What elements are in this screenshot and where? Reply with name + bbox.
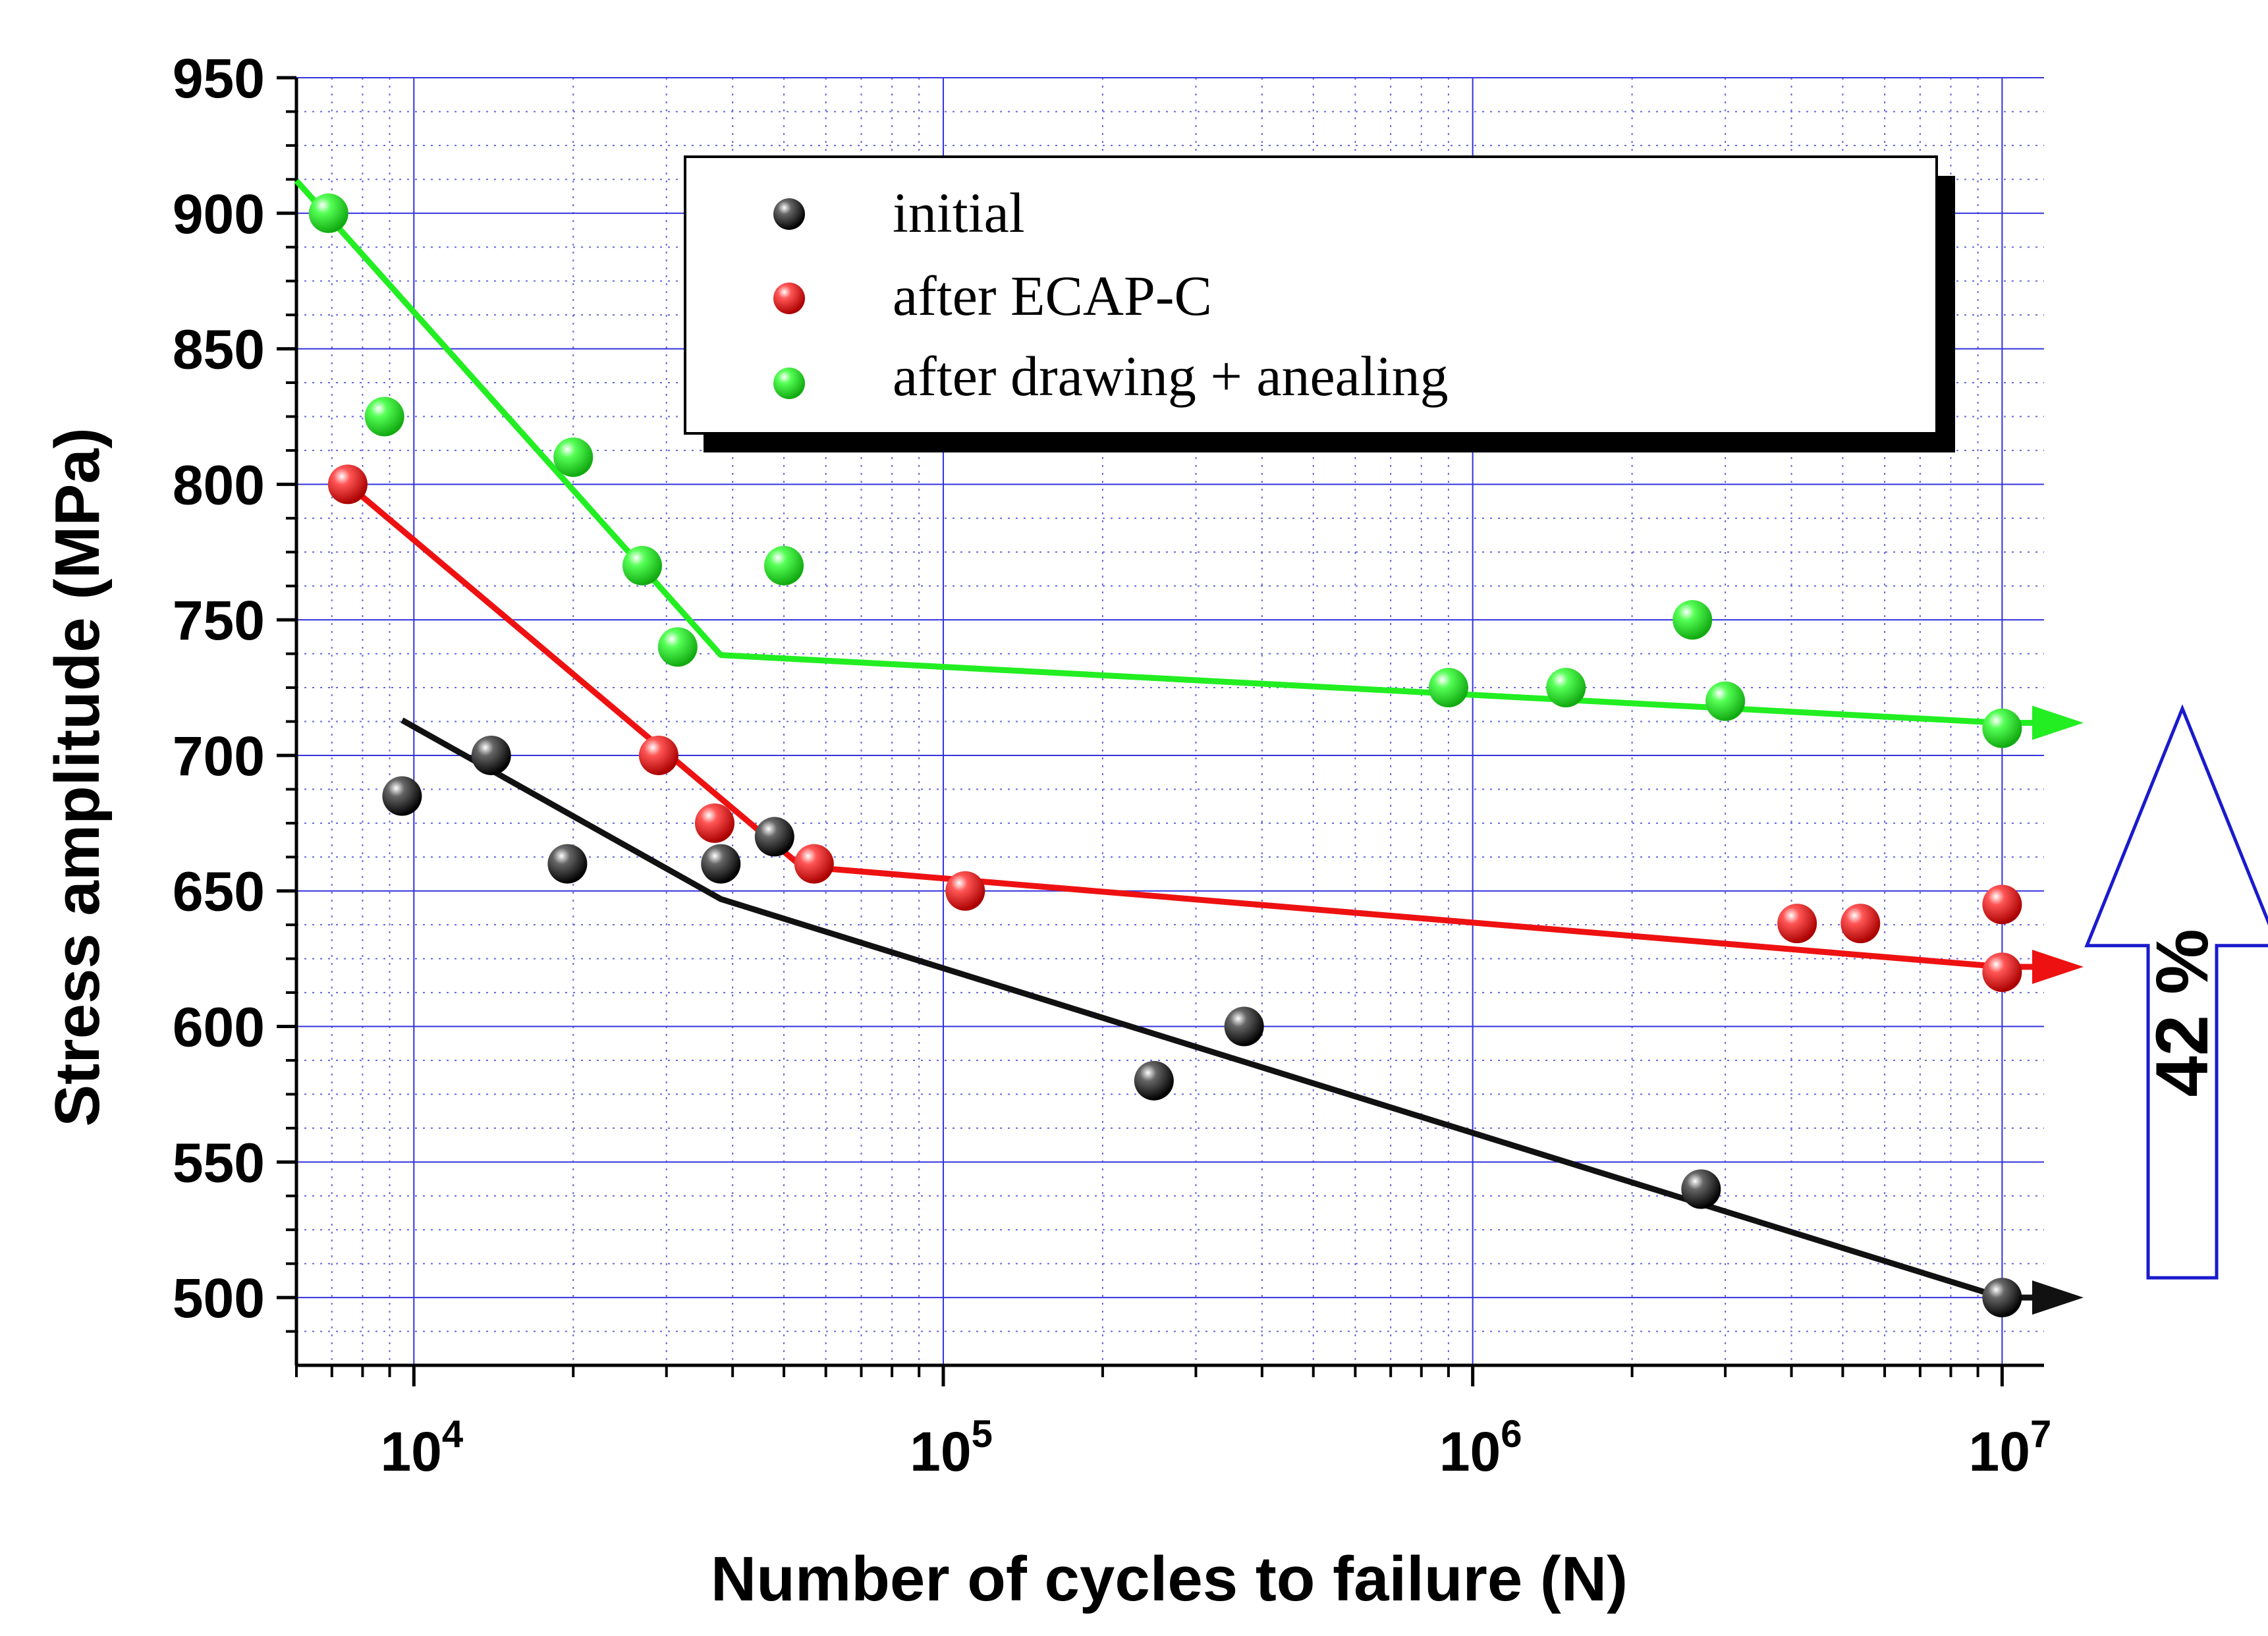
data-point-series-0 (1224, 1006, 1264, 1047)
legend-marker-drawing (773, 368, 805, 399)
data-point-series-1 (945, 871, 985, 911)
data-point-series-0 (754, 817, 794, 857)
legend-marker-ecap (773, 283, 805, 314)
x-axis-title: Number of cycles to failure (N) (711, 1544, 1628, 1614)
data-point-series-2 (657, 627, 698, 667)
y-tick-label: 950 (173, 47, 265, 109)
data-points (308, 193, 2022, 1318)
y-tick-label: 750 (173, 589, 265, 651)
data-point-series-1 (638, 735, 678, 775)
data-point-series-1 (1777, 904, 1817, 944)
improvement-annotation: 42 % (2084, 704, 2268, 1280)
x-tick-label: 104 (380, 1413, 463, 1483)
x-tick-labels: 104 105 106 107 (380, 1413, 2051, 1483)
data-point-series-0 (547, 844, 588, 884)
data-point-series-0 (382, 776, 422, 816)
improvement-arrow (2084, 704, 2268, 1280)
data-point-series-1 (794, 844, 834, 884)
data-point-series-0 (701, 844, 741, 884)
y-tick-label: 700 (173, 725, 265, 787)
x-tick-label: 105 (910, 1413, 993, 1483)
legend-label-initial: initial (893, 181, 1025, 244)
fit-line-arrowhead-0 (2032, 1280, 2084, 1315)
legend-marker-initial (773, 198, 805, 230)
legend-box (684, 155, 1938, 435)
data-point-series-2 (1673, 600, 1713, 640)
y-tick-label: 800 (173, 454, 265, 516)
x-tick-label: 107 (1969, 1413, 2052, 1483)
y-tick-label: 850 (173, 319, 265, 381)
data-point-series-1 (1982, 885, 2022, 925)
fit-line-arrowhead-1 (2032, 949, 2084, 984)
data-point-series-1 (327, 464, 368, 504)
data-point-series-2 (1705, 681, 1746, 721)
legend-label-ecap: after ECAP-C (893, 264, 1212, 327)
fit-line-1 (345, 481, 2003, 970)
improvement-label: 42 % (2141, 929, 2223, 1097)
data-point-series-2 (1546, 668, 1586, 708)
fit-line-0 (401, 717, 2003, 1301)
data-point-series-0 (1681, 1169, 1721, 1209)
data-point-series-2 (1428, 668, 1468, 708)
data-point-series-0 (471, 735, 511, 775)
data-point-series-2 (364, 396, 404, 437)
data-point-series-1 (1840, 904, 1881, 944)
data-point-series-2 (1982, 708, 2022, 748)
legend: initial after ECAP-C after drawing + ane… (684, 155, 1955, 452)
y-tick-label: 600 (173, 996, 265, 1058)
y-tick-labels: 500 550 600 650 700 750 800 850 900 950 (173, 47, 265, 1329)
y-tick-label: 550 (173, 1132, 265, 1193)
y-tick-label: 500 (173, 1267, 265, 1329)
data-point-series-2 (308, 193, 348, 233)
legend-label-drawing: after drawing + anealing (893, 344, 1449, 408)
fit-line-arrowhead-2 (2032, 705, 2084, 740)
y-axis-title: Stress amplitude (MPa) (42, 427, 113, 1127)
data-point-series-2 (764, 545, 804, 586)
y-tick-label: 900 (173, 183, 265, 245)
data-point-series-1 (1982, 952, 2022, 993)
data-point-series-2 (553, 437, 594, 477)
x-tick-label: 106 (1439, 1413, 1522, 1483)
data-point-series-0 (1982, 1278, 2022, 1318)
data-point-series-2 (622, 545, 662, 586)
data-point-series-1 (694, 803, 734, 843)
data-point-series-0 (1134, 1060, 1174, 1101)
y-tick-label: 650 (173, 861, 265, 923)
axis-ticks (277, 76, 2004, 1386)
